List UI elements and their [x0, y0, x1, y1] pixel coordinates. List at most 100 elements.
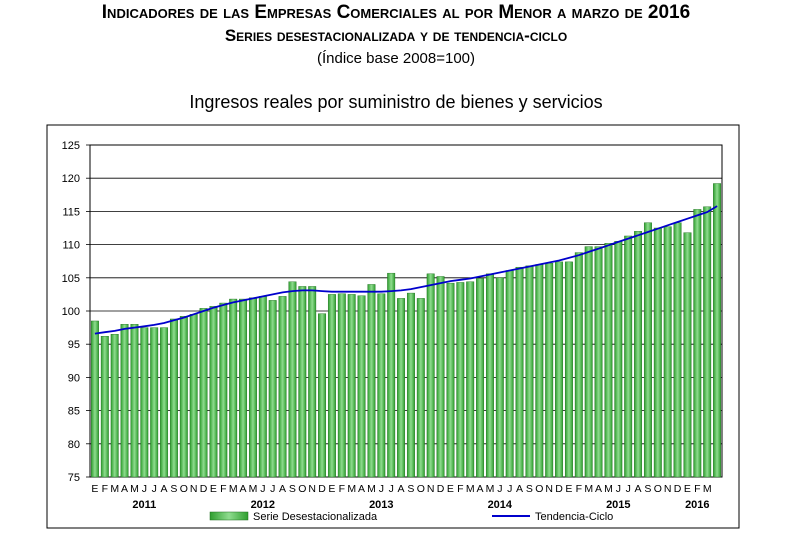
- bar: [219, 302, 228, 478]
- bar: [367, 284, 376, 478]
- x-tick-label: M: [110, 483, 119, 495]
- x-tick-label: J: [379, 483, 384, 495]
- x-tick-label: O: [180, 483, 188, 495]
- bar: [693, 209, 702, 478]
- x-tick-label: E: [210, 483, 217, 495]
- bar: [308, 286, 317, 478]
- x-tick-label: N: [664, 483, 672, 495]
- bar: [505, 270, 514, 478]
- bar: [239, 298, 248, 478]
- x-tick-label: S: [407, 483, 414, 495]
- bar: [298, 286, 307, 478]
- y-tick-label: 75: [68, 472, 80, 484]
- x-tick-label: O: [298, 483, 306, 495]
- bar: [564, 261, 573, 478]
- bar: [387, 272, 396, 478]
- trend-line: [94, 205, 718, 335]
- x-tick-label: J: [270, 483, 275, 495]
- bar: [347, 294, 356, 478]
- bar: [318, 313, 327, 478]
- bar: [179, 316, 188, 478]
- x-tick-label: N: [308, 483, 316, 495]
- bar: [327, 294, 336, 478]
- bar: [426, 273, 435, 478]
- bar: [653, 227, 662, 478]
- x-tick-label: F: [220, 483, 226, 495]
- y-tick-label: 80: [68, 439, 80, 451]
- x-tick-label: F: [576, 483, 582, 495]
- bar: [555, 261, 564, 478]
- legend-bar-label: Serie Desestacionalizada: [253, 511, 378, 523]
- x-tick-label: M: [130, 483, 139, 495]
- bar: [209, 306, 218, 478]
- bar: [229, 298, 238, 478]
- x-tick-label: J: [626, 483, 631, 495]
- x-tick-label: A: [477, 483, 484, 495]
- bar: [278, 296, 287, 478]
- page-title: Indicadores de las Empresas Comerciales …: [101, 2, 691, 23]
- x-tick-label: J: [616, 483, 621, 495]
- x-tick-label: D: [555, 483, 563, 495]
- x-tick-label: D: [318, 483, 326, 495]
- page-subtitle: Series desestacionalizada y de tendencia…: [224, 26, 568, 45]
- bar: [268, 300, 277, 478]
- y-tick-label: 90: [68, 372, 80, 384]
- x-tick-label: M: [486, 483, 495, 495]
- legend-bar-swatch: [209, 511, 249, 521]
- x-tick-label: J: [497, 483, 502, 495]
- x-tick-label: D: [200, 483, 208, 495]
- bar: [90, 320, 99, 478]
- x-tick-label: S: [526, 483, 533, 495]
- year-label: 2015: [606, 499, 630, 511]
- x-tick-label: O: [535, 483, 543, 495]
- x-tick-label: A: [279, 483, 286, 495]
- x-tick-label: N: [427, 483, 435, 495]
- year-label: 2012: [251, 499, 275, 511]
- x-tick-label: N: [545, 483, 553, 495]
- bar: [160, 327, 169, 478]
- x-tick-label: E: [684, 483, 691, 495]
- base-note: (Índice base 2008=100): [316, 50, 476, 67]
- x-tick-label: E: [447, 483, 454, 495]
- year-label: 2011: [132, 499, 156, 511]
- x-tick-label: M: [249, 483, 258, 495]
- bar: [150, 327, 159, 478]
- x-tick-label: E: [328, 483, 335, 495]
- x-tick-label: A: [398, 483, 405, 495]
- x-tick-label: J: [389, 483, 394, 495]
- legend-line-label: Tendencia-Ciclo: [535, 511, 613, 523]
- x-tick-label: A: [358, 483, 365, 495]
- bar: [663, 226, 672, 478]
- year-label: 2014: [488, 499, 513, 511]
- y-tick-label: 110: [62, 240, 80, 252]
- x-tick-label: A: [635, 483, 642, 495]
- x-tick-label: J: [142, 483, 147, 495]
- bar: [288, 281, 297, 478]
- bar: [604, 243, 613, 478]
- bar: [357, 295, 366, 478]
- bar: [169, 318, 178, 478]
- bar: [446, 282, 455, 478]
- bar: [713, 183, 722, 478]
- bar: [100, 336, 109, 478]
- bar: [436, 276, 445, 478]
- x-tick-label: J: [152, 483, 157, 495]
- bar: [703, 206, 712, 478]
- bar: [406, 292, 415, 478]
- y-tick-label: 95: [68, 339, 80, 351]
- y-tick-label: 120: [62, 173, 80, 185]
- x-tick-label: M: [604, 483, 613, 495]
- x-tick-label: M: [466, 483, 475, 495]
- y-tick-label: 100: [62, 306, 80, 318]
- x-tick-label: E: [91, 483, 98, 495]
- y-tick-label: 125: [62, 140, 80, 152]
- plot-border: [89, 144, 723, 478]
- x-tick-label: S: [644, 483, 651, 495]
- bar: [683, 232, 692, 478]
- x-tick-label: O: [417, 483, 425, 495]
- bar: [140, 327, 149, 478]
- x-tick-label: S: [289, 483, 296, 495]
- bar: [594, 246, 603, 478]
- bar: [525, 265, 534, 478]
- bar: [130, 324, 139, 478]
